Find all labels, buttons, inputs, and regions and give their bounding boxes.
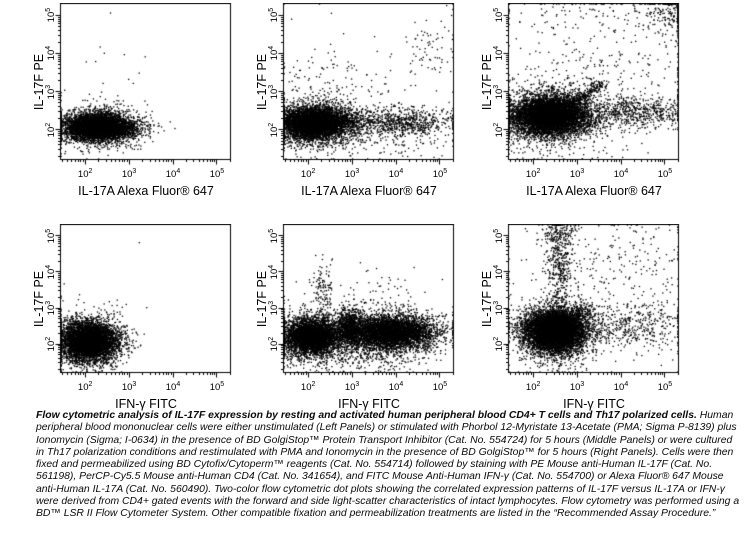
y-tick-label: 104	[44, 264, 58, 280]
y-tick-label: 104	[267, 264, 281, 280]
x-tick-label: 105	[657, 168, 673, 181]
x-tick-label: 102	[300, 381, 316, 394]
y-axis-label: IL-17F PE	[255, 270, 269, 328]
y-axis-label: IL-17F PE	[255, 53, 269, 111]
y-tick-label: 105	[267, 228, 281, 244]
dot-plot-top-right: IL-17F PE IL-17A Alexa Fluor® 647 102 102 10…	[463, 0, 701, 204]
x-axis-label: IFN-γ FITC	[563, 397, 625, 411]
x-tick-label: 102	[300, 168, 316, 181]
x-tick-label: 102	[525, 381, 541, 394]
dot-plot-bottom-middle: IL-17F PE IFN-γ FITC 102 102 103 103 104 104 105…	[238, 217, 476, 417]
x-tick-label: 104	[388, 168, 404, 181]
x-axis-label: IL-17A Alexa Fluor® 647	[78, 184, 214, 198]
x-tick-label: 105	[432, 381, 448, 394]
scatter-canvas-bottom-middle	[276, 224, 455, 379]
x-tick-label: 103	[121, 381, 137, 394]
x-tick-label: 104	[388, 381, 404, 394]
x-tick-label: 105	[209, 381, 225, 394]
scatter-canvas-top-left	[53, 3, 232, 166]
x-axis-label: IFN-γ FITC	[115, 397, 177, 411]
x-tick-label: 102	[77, 381, 93, 394]
figure-caption: Flow cytometric analysis of IL-17F expre…	[36, 410, 743, 521]
y-tick-label: 105	[267, 8, 281, 23]
y-tick-label: 103	[44, 84, 58, 99]
y-tick-label: 103	[267, 84, 281, 99]
y-axis-label: IL-17F PE	[32, 53, 46, 111]
x-tick-label: 105	[209, 168, 225, 181]
x-tick-label: 102	[525, 168, 541, 181]
y-tick-label: 102	[492, 122, 506, 137]
x-tick-label: 103	[121, 168, 137, 181]
scatter-canvas-bottom-right	[501, 224, 680, 379]
y-tick-label: 102	[44, 122, 58, 137]
x-axis-label: IL-17A Alexa Fluor® 647	[526, 184, 662, 198]
y-tick-label: 103	[267, 300, 281, 316]
dot-plot-bottom-left: IL-17F PE IFN-γ FITC 102 102 103 103 104 104 105…	[15, 217, 253, 417]
y-axis-label: IL-17F PE	[480, 270, 494, 328]
dot-plot-bottom-right: IL-17F PE IFN-γ FITC 102 102 103 103 104 104 105…	[463, 217, 701, 417]
x-axis-label: IL-17A Alexa Fluor® 647	[301, 184, 437, 198]
x-tick-label: 103	[569, 168, 585, 181]
x-tick-label: 104	[165, 168, 181, 181]
x-tick-label: 105	[432, 168, 448, 181]
dot-plot-grid: IL-17F PE IL-17A Alexa Fluor® 647 102 102 10…	[15, 0, 701, 411]
y-tick-label: 102	[44, 336, 58, 352]
x-tick-label: 104	[613, 381, 629, 394]
y-tick-label: 102	[492, 336, 506, 352]
dot-plot-top-left: IL-17F PE IL-17A Alexa Fluor® 647 102 102 10…	[15, 0, 253, 204]
scatter-canvas-bottom-left	[53, 224, 232, 379]
y-tick-label: 104	[492, 264, 506, 280]
x-tick-label: 104	[165, 381, 181, 394]
y-tick-label: 105	[44, 8, 58, 23]
scatter-canvas-top-right	[501, 3, 680, 166]
y-tick-label: 103	[44, 300, 58, 316]
x-tick-label: 103	[344, 381, 360, 394]
y-tick-label: 102	[267, 336, 281, 352]
y-tick-label: 103	[492, 300, 506, 316]
x-tick-label: 103	[569, 381, 585, 394]
x-tick-label: 103	[344, 168, 360, 181]
x-tick-label: 102	[77, 168, 93, 181]
x-tick-label: 105	[657, 381, 673, 394]
caption-body: Human peripheral blood mononuclear cells…	[36, 410, 740, 520]
y-tick-label: 102	[267, 122, 281, 137]
scatter-canvas-top-middle	[276, 3, 455, 166]
y-axis-label: IL-17F PE	[32, 270, 46, 328]
y-tick-label: 103	[492, 84, 506, 99]
dot-plot-top-middle: IL-17F PE IL-17A Alexa Fluor® 647 102 102 10…	[238, 0, 476, 204]
y-tick-label: 104	[492, 46, 506, 61]
x-axis-label: IFN-γ FITC	[338, 397, 400, 411]
y-tick-label: 105	[492, 228, 506, 244]
y-tick-label: 105	[44, 228, 58, 244]
y-axis-label: IL-17F PE	[480, 53, 494, 111]
y-tick-label: 104	[44, 46, 58, 61]
y-tick-label: 105	[492, 8, 506, 23]
y-tick-label: 104	[267, 46, 281, 61]
caption-title: Flow cytometric analysis of IL-17F expre…	[36, 410, 700, 421]
x-tick-label: 104	[613, 168, 629, 181]
